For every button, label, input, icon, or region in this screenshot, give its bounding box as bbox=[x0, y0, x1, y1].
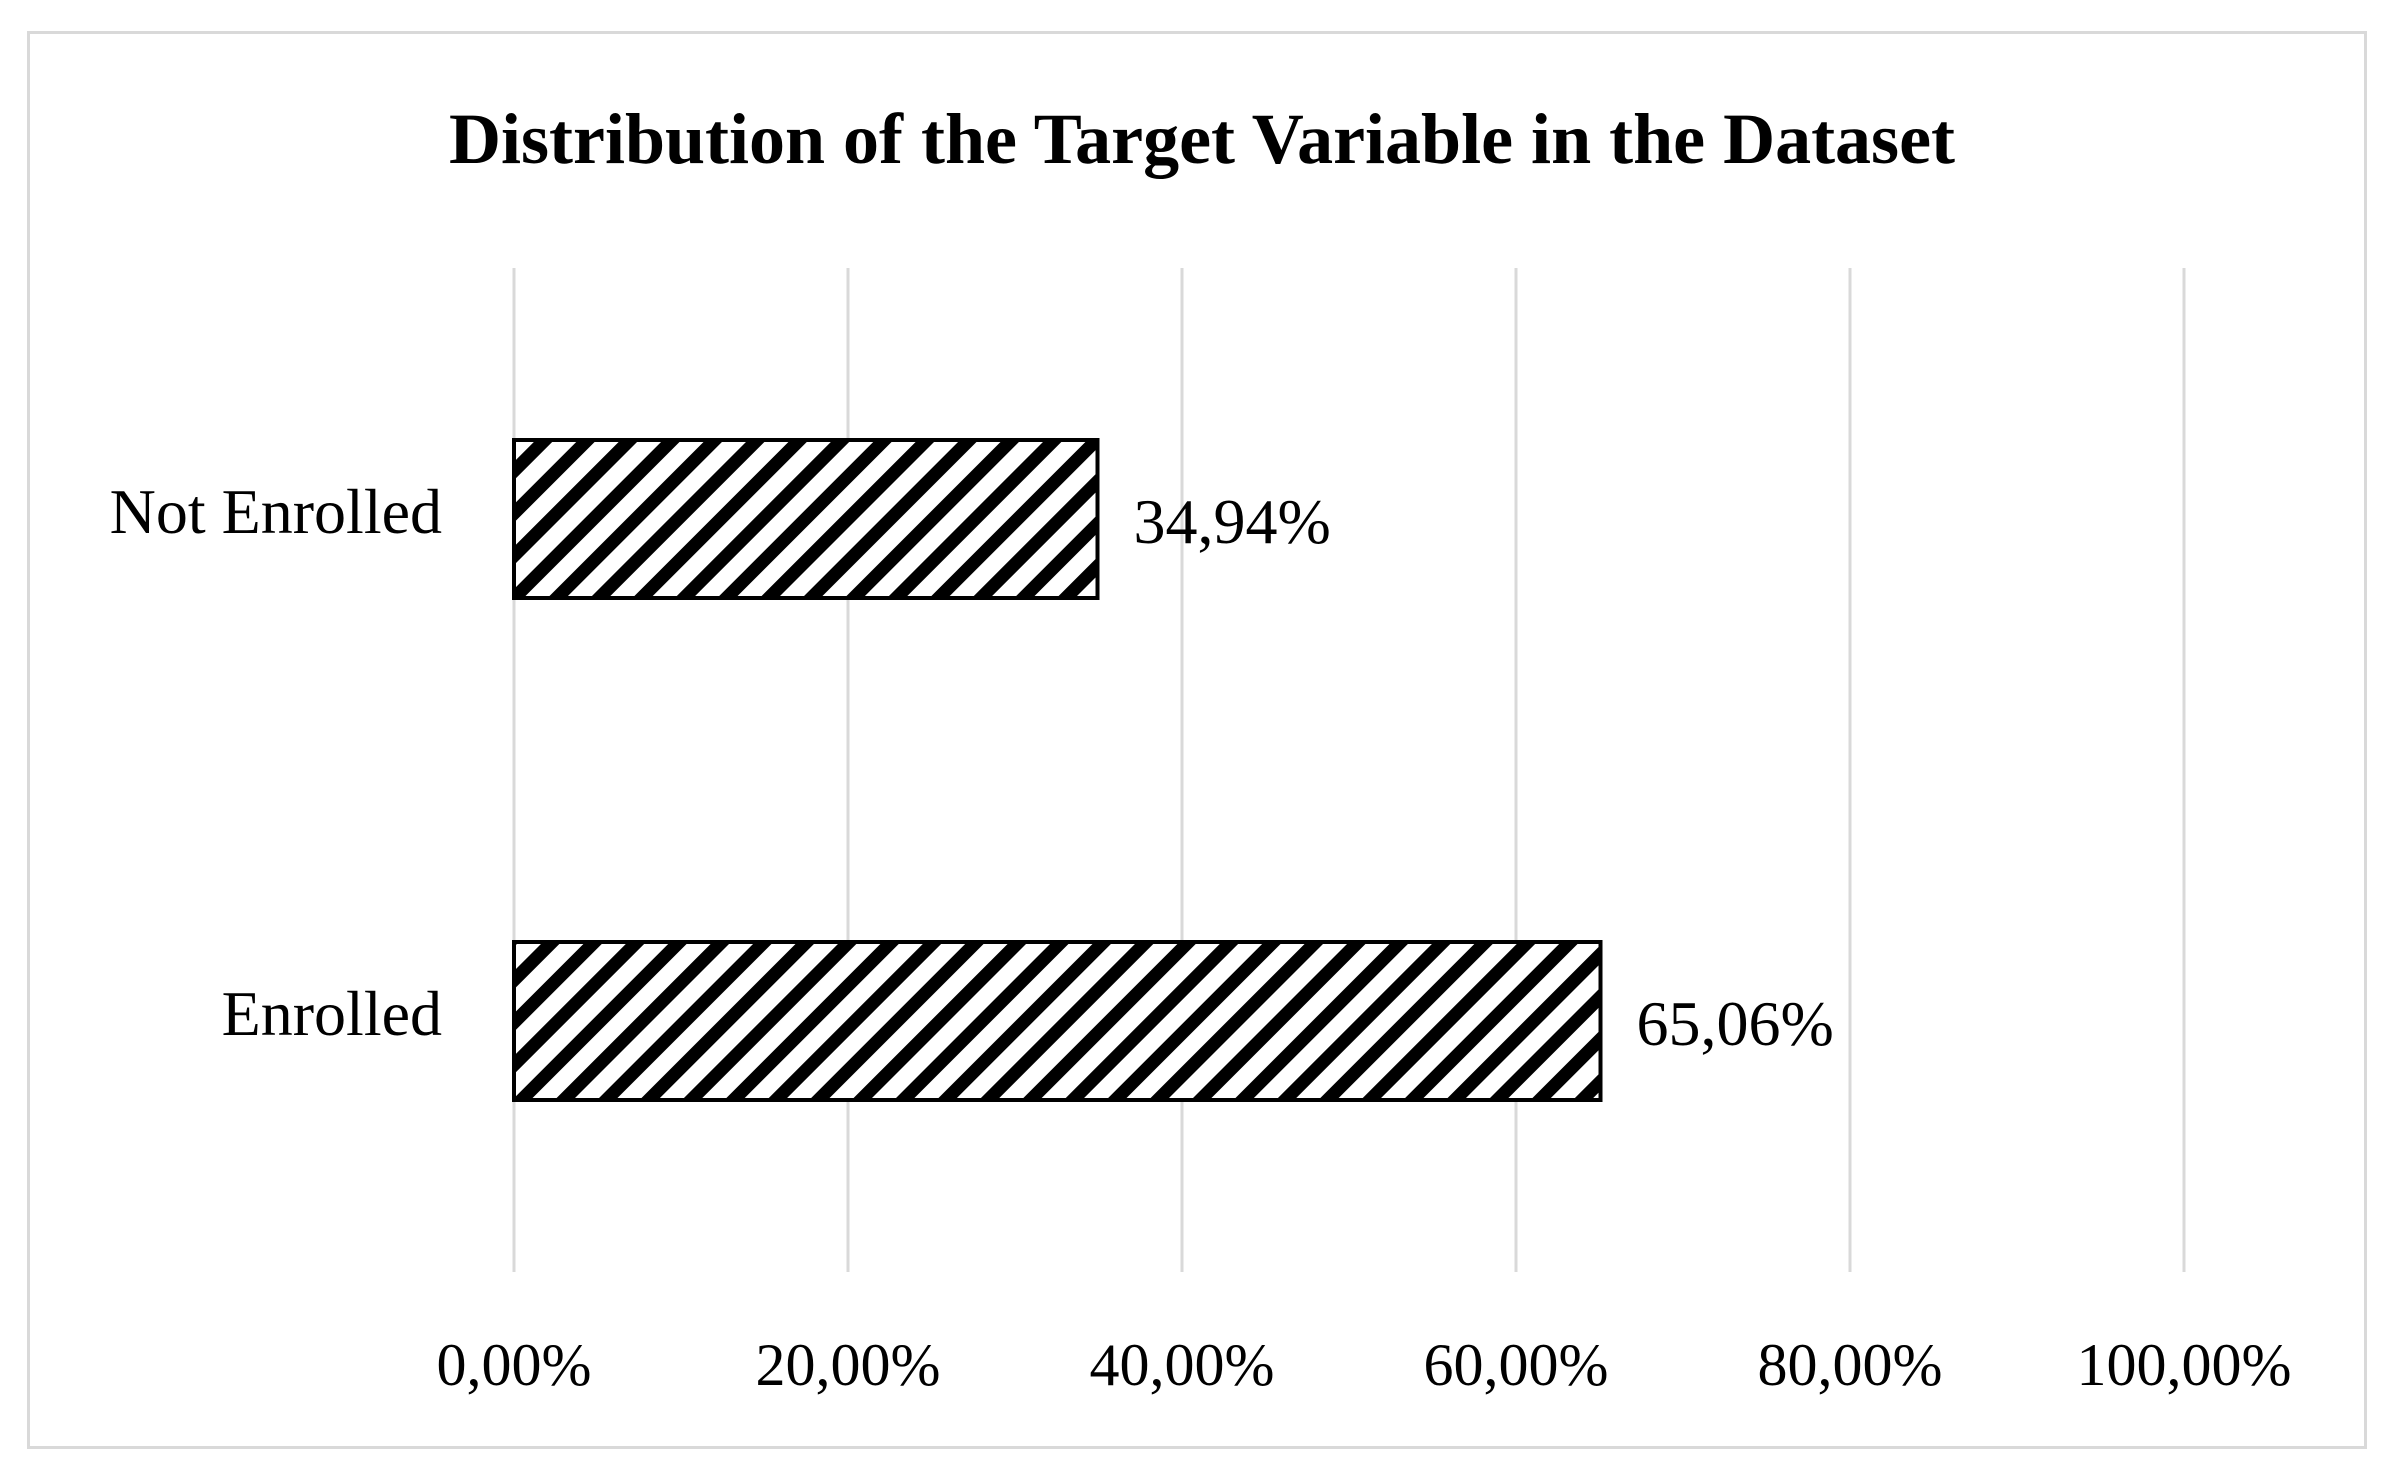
labels: 0,00% 20,00% 40,00% 60,00% 80,00% 100,00% Not … bbox=[110, 476, 2292, 1398]
chart-frame bbox=[27, 31, 2367, 1449]
category-label: Enrolled bbox=[222, 978, 442, 1049]
x-tick-label: 40,00% bbox=[1090, 1332, 1275, 1398]
x-tick-label: 0,00% bbox=[437, 1332, 592, 1398]
bars bbox=[512, 438, 1603, 1102]
bar bbox=[512, 940, 1603, 1102]
x-tick-label: 60,00% bbox=[1424, 1332, 1609, 1398]
x-tick-label: 20,00% bbox=[756, 1332, 941, 1398]
chart-title: Distribution of the Target Variable in t… bbox=[449, 99, 1955, 179]
gridlines bbox=[512, 268, 2186, 1272]
x-tick-label: 100,00% bbox=[2077, 1332, 2292, 1398]
category-label: Not Enrolled bbox=[110, 476, 442, 547]
bar bbox=[512, 438, 1100, 600]
x-tick-label: 80,00% bbox=[1758, 1332, 1943, 1398]
data-label: 65,06% bbox=[1637, 988, 1834, 1059]
data-label: 34,94% bbox=[1133, 486, 1330, 557]
